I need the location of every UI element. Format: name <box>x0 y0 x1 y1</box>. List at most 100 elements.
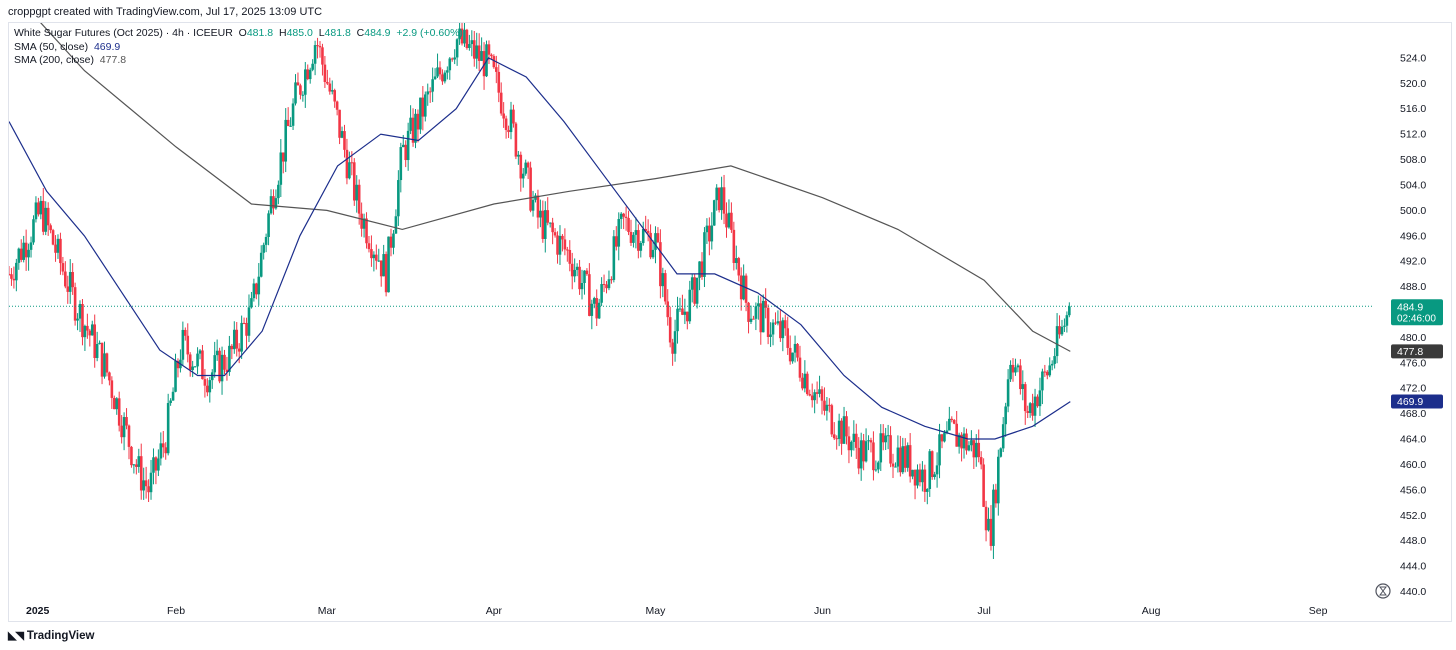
chart-caption: croppgpt created with TradingView.com, J… <box>8 6 323 18</box>
candle-body <box>1045 371 1049 376</box>
candle-body <box>316 45 319 47</box>
candle-body <box>994 489 998 504</box>
candle-body <box>88 330 92 336</box>
candle-body <box>215 350 219 356</box>
tradingview-brand[interactable]: ◣◥ TradingView <box>8 629 95 643</box>
candle-body <box>1031 403 1034 416</box>
candle-body <box>468 44 471 48</box>
y-tick-label: 524.0 <box>1400 52 1426 64</box>
y-tick-label: 460.0 <box>1400 459 1426 471</box>
candle-body <box>1038 390 1042 407</box>
clock-icon[interactable] <box>1375 583 1391 599</box>
candle-body <box>734 258 738 263</box>
candle-body <box>1006 379 1010 407</box>
candle-body <box>700 261 704 277</box>
candle-body <box>382 254 385 277</box>
candle-body <box>830 405 834 435</box>
candle-body <box>161 443 165 448</box>
candle-body <box>928 451 932 489</box>
candle-body <box>722 187 726 214</box>
candle-body <box>1063 325 1066 327</box>
candle-body <box>149 472 153 493</box>
sma50-row[interactable]: SMA (50, close) 469.9 <box>14 41 463 55</box>
candle-body <box>10 274 13 279</box>
candle-body <box>945 430 949 433</box>
sma50-tag-label: 469.9 <box>1397 396 1423 408</box>
clock-icon-glass <box>1379 586 1387 596</box>
candle-body <box>477 45 481 61</box>
candle-body <box>355 184 359 201</box>
candle-body <box>666 301 670 318</box>
candle-body <box>487 44 491 55</box>
candle-body <box>911 469 914 477</box>
candle-body <box>877 462 880 470</box>
candle-body <box>595 298 599 319</box>
candle-body <box>872 442 875 471</box>
candle-body <box>575 266 579 270</box>
candle-body <box>923 469 927 492</box>
open-label: O <box>238 27 247 39</box>
candle-body <box>196 353 199 367</box>
candle-body <box>9 273 11 275</box>
candle-body <box>896 447 900 467</box>
candle-body <box>274 198 278 209</box>
candle-body <box>191 366 194 370</box>
sma200-row[interactable]: SMA (200, close) 477.8 <box>14 54 463 68</box>
sma200-value: 477.8 <box>99 54 127 66</box>
candle-body <box>551 222 554 233</box>
candle-body <box>279 152 283 185</box>
candle-body <box>798 357 802 378</box>
candle-body <box>490 54 493 57</box>
candle-body <box>918 469 922 483</box>
candle-body <box>448 58 452 71</box>
candle-body <box>360 213 363 229</box>
x-tick-label: Mar <box>318 605 337 617</box>
candle-body <box>157 458 160 471</box>
candle-body <box>668 317 672 343</box>
candle-body <box>1065 315 1069 326</box>
candle-body <box>232 329 236 350</box>
sma200-label: SMA (200, close) <box>14 54 94 66</box>
candle-body <box>891 463 895 467</box>
candle-body <box>629 231 633 243</box>
candle-body <box>561 235 564 240</box>
candle-body <box>837 420 841 439</box>
candle-body <box>906 445 910 468</box>
candle-body <box>879 433 883 463</box>
y-tick-label: 492.0 <box>1400 256 1426 268</box>
candle-body <box>171 391 175 401</box>
candle-body <box>639 243 643 251</box>
candle-body <box>757 303 760 307</box>
candle-body <box>899 447 902 473</box>
candle-body <box>218 350 221 382</box>
candle-body <box>117 398 121 426</box>
candle-body <box>585 270 589 275</box>
candle-body <box>681 308 684 315</box>
candle-body <box>105 353 109 373</box>
candle-body <box>137 456 141 467</box>
candle-body <box>51 230 55 245</box>
candle-body <box>1023 384 1027 412</box>
candle-body <box>135 464 138 467</box>
candle-body <box>125 417 128 426</box>
candle-body <box>267 213 270 238</box>
candle-body <box>867 440 870 442</box>
candle-body <box>152 457 155 473</box>
candle-body <box>992 489 995 546</box>
candle-body <box>259 252 263 277</box>
y-tick-label: 512.0 <box>1400 129 1426 141</box>
candle-body <box>340 131 344 138</box>
candle-body <box>776 321 780 324</box>
candle-body <box>41 200 45 232</box>
candle-body <box>32 219 35 243</box>
candle-body <box>220 354 224 382</box>
candle-body <box>850 441 853 451</box>
candle-body <box>127 425 131 447</box>
candle-body <box>294 82 297 104</box>
symbol-title[interactable]: White Sugar Futures (Oct 2025) · 4h · IC… <box>14 27 233 39</box>
candle-body <box>458 28 461 40</box>
candle-body <box>15 262 18 281</box>
candle-body <box>203 379 207 386</box>
brand-label: TradingView <box>26 629 95 642</box>
